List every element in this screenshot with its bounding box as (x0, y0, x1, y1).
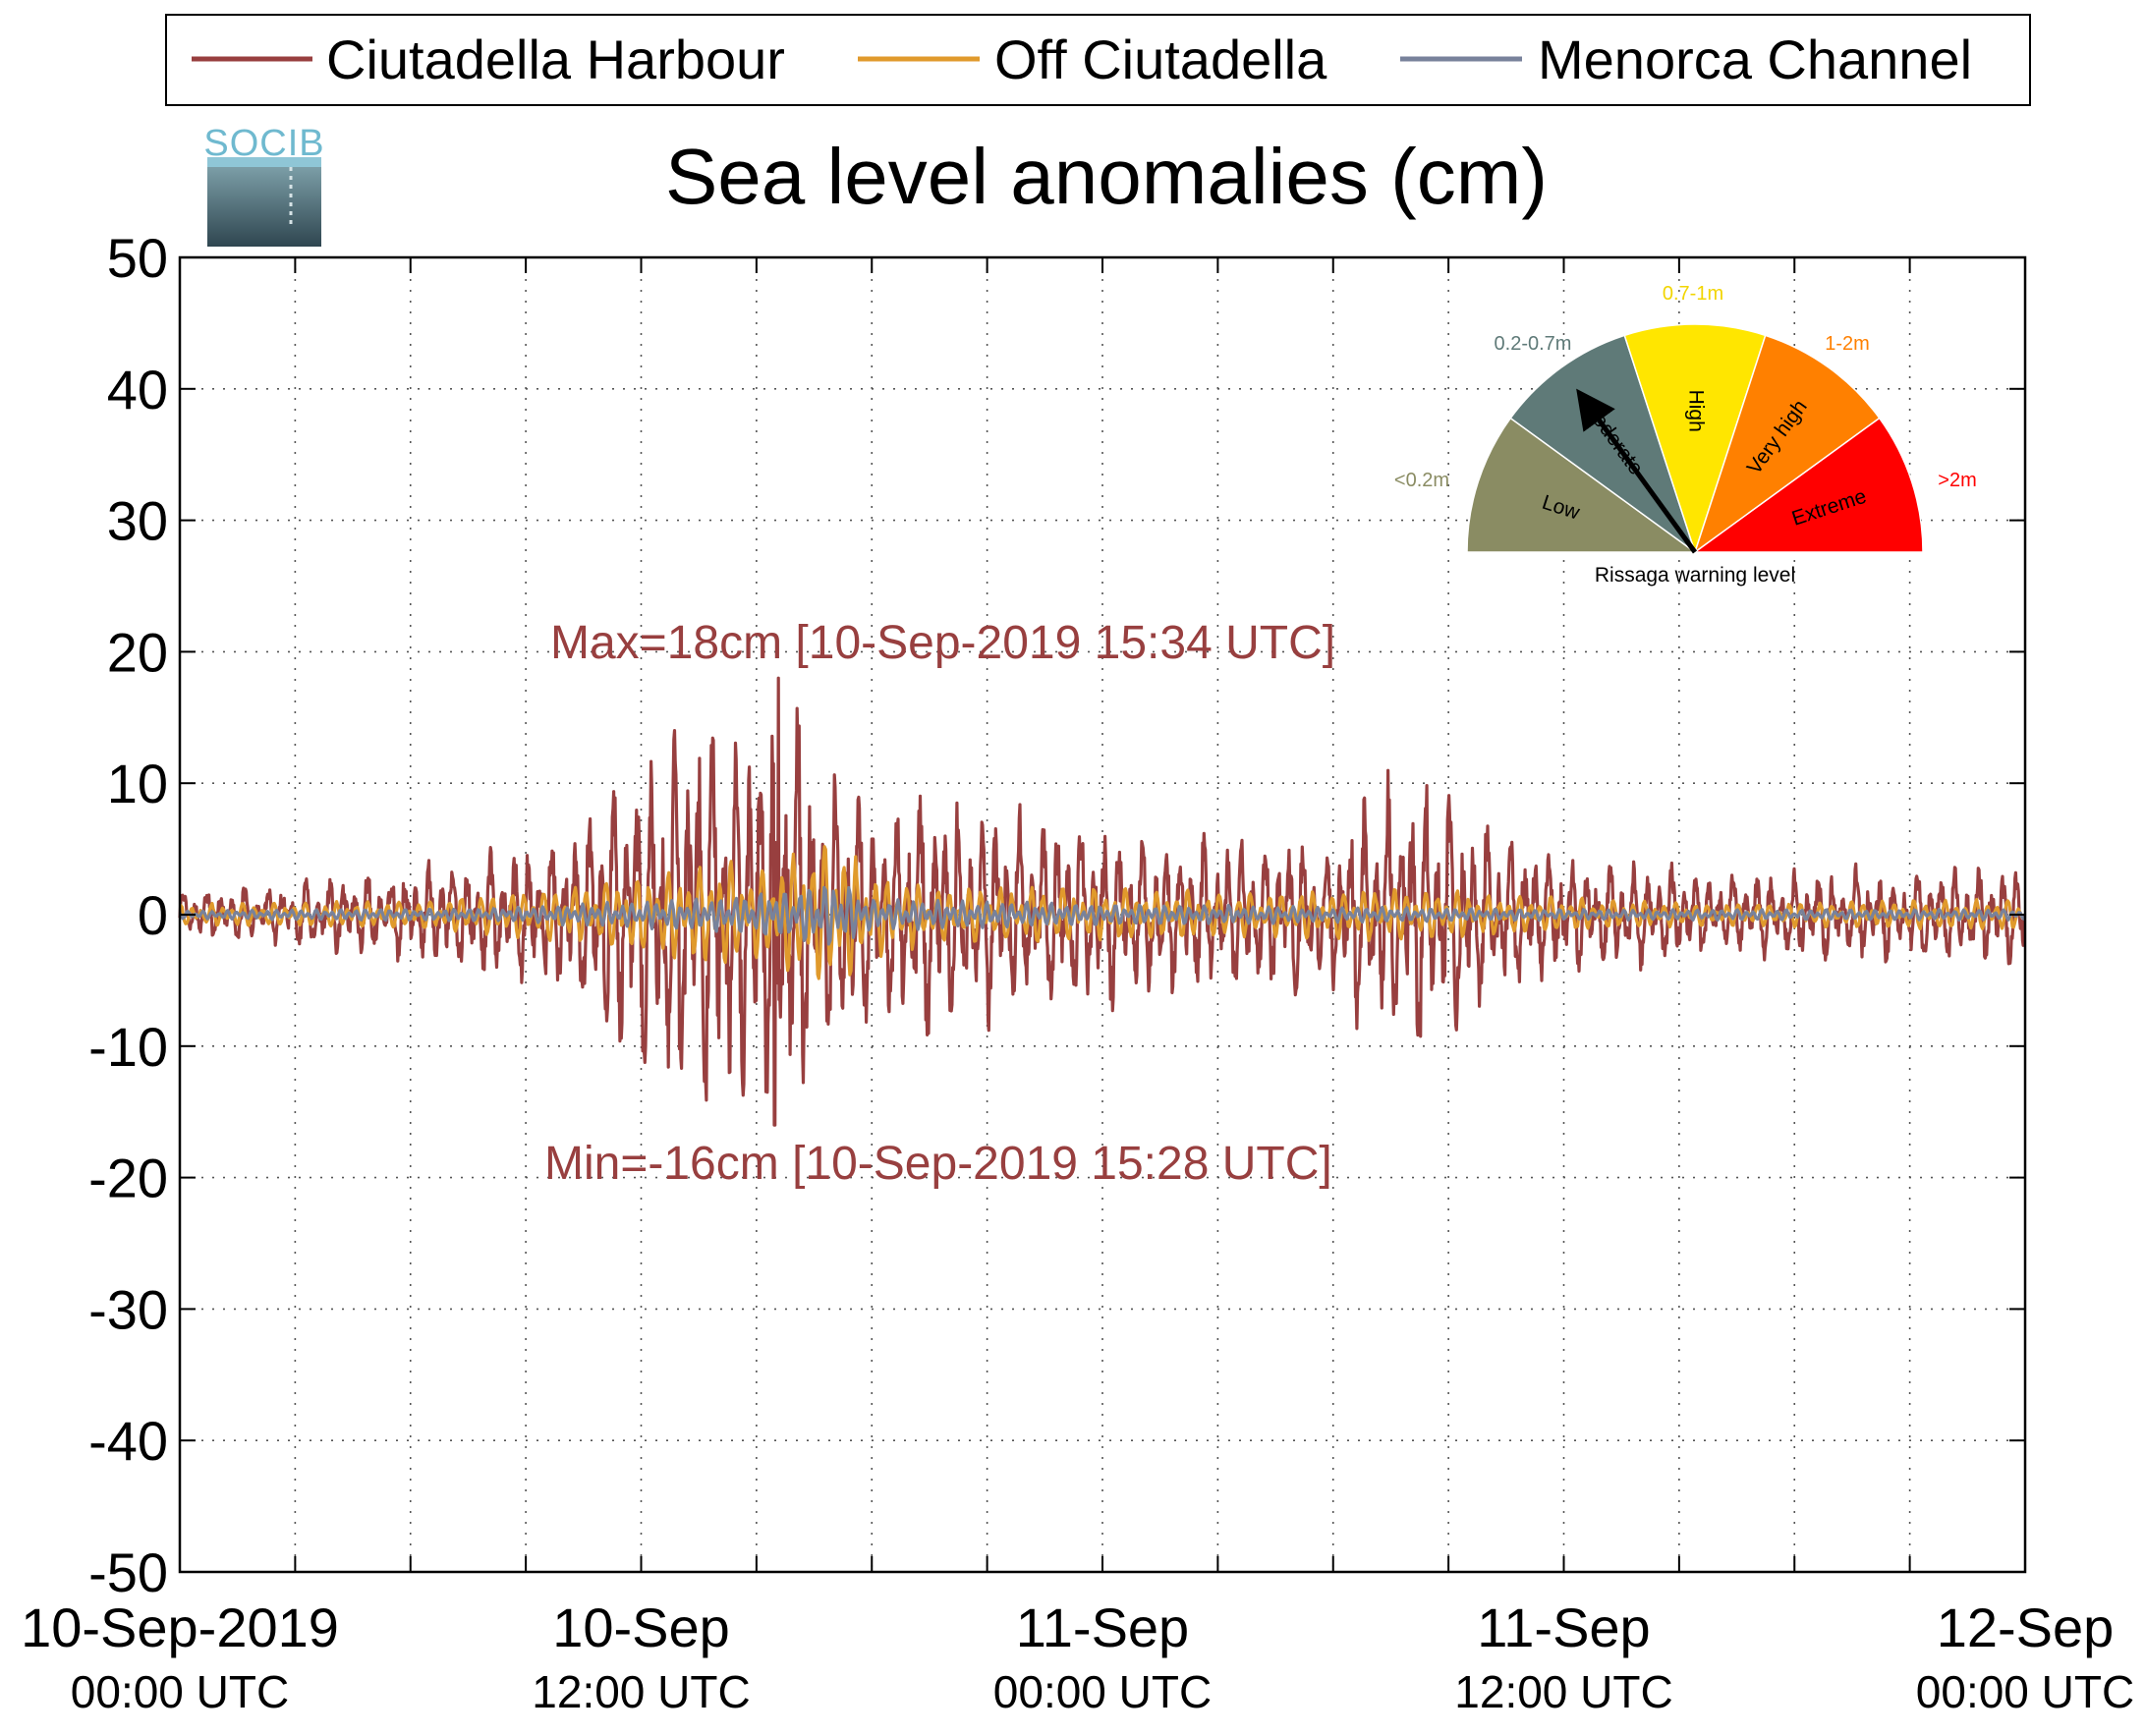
y-tick-label: 20 (107, 621, 168, 683)
gauge-segment-moderate (1509, 334, 1697, 554)
x-tick-label: 10-Sep (552, 1596, 730, 1658)
y-tick-label: -20 (88, 1148, 168, 1209)
gauge-segment-extreme (1692, 417, 1924, 553)
series-layer (178, 676, 2027, 1127)
y-tick-label: 0 (138, 884, 168, 946)
y-tick-label: -40 (88, 1410, 168, 1472)
y-tick-label: 10 (107, 753, 168, 814)
x-tick-sublabel: 12:00 UTC (1454, 1666, 1672, 1717)
y-axis: -50 -40 -30 -20 -10 0 10 20 30 40 50 (88, 227, 168, 1603)
gauge-range-label: 1-2m (1825, 333, 1870, 355)
gauge-title: Rissaga warning level (1595, 564, 1795, 587)
legend: Ciutadella Harbour Off Ciutadella Menorc… (165, 14, 2031, 106)
x-tick-sublabel: 00:00 UTC (71, 1666, 289, 1717)
legend-label-off-ciutadella: Off Ciutadella (994, 28, 1327, 90)
series-line-menorca-channel (178, 885, 2027, 946)
y-tick-label: -30 (88, 1278, 168, 1340)
x-tick-sublabel: 00:00 UTC (1916, 1666, 2134, 1717)
x-axis: 10-Sep-2019 00:00 UTC 10-Sep 12:00 UTC 11-Se… (21, 1596, 2134, 1717)
min-annotation: Min=-16cm [10-Sep-2019 15:28 UTC] (544, 1138, 1332, 1190)
x-tick-sublabel: 12:00 UTC (532, 1666, 750, 1717)
legend-label-menorca-channel: Menorca Channel (1538, 28, 1972, 90)
legend-label-ciutadella-harbour: Ciutadella Harbour (326, 28, 785, 90)
y-tick-label: 40 (107, 359, 168, 420)
gauge-segment-high (1623, 323, 1767, 555)
legend-frame (165, 14, 2031, 106)
socib-logo: SOCIB (203, 123, 324, 247)
series-line-off-ciutadella (178, 845, 2025, 980)
gauge-range-label: >2m (1938, 470, 1976, 491)
gauge-range-label: <0.2m (1394, 470, 1449, 491)
y-tick-label: -50 (88, 1541, 168, 1603)
x-tick-label: 12-Sep (1937, 1596, 2115, 1658)
plot-area (178, 255, 2027, 1574)
tick-marks (180, 256, 2025, 1573)
x-tick-label: 11-Sep (1477, 1596, 1650, 1658)
y-tick-label: 30 (107, 490, 168, 552)
socib-logo-text: SOCIB (203, 123, 324, 164)
socib-logo-band (207, 157, 321, 167)
y-tick-label: 50 (107, 227, 168, 289)
x-tick-label: 11-Sep (1016, 1596, 1189, 1658)
y-tick-label: -10 (88, 1016, 168, 1078)
max-annotation: Max=18cm [10-Sep-2019 15:34 UTC] (550, 617, 1335, 669)
gauge-segment-very-high (1693, 334, 1881, 554)
gauge-needle (1576, 388, 1698, 554)
socib-logo-block (207, 163, 321, 247)
x-tick-sublabel: 00:00 UTC (993, 1666, 1212, 1717)
x-tick-label: 10-Sep-2019 (21, 1596, 339, 1658)
gauge-segment-label: High (1684, 390, 1707, 432)
chart-title: Sea level anomalies (cm) (665, 133, 1548, 220)
gauge-range-label: 0.2-0.7m (1495, 333, 1572, 355)
gauge-segment-low (1466, 417, 1698, 553)
gauge-range-label: 0.7-1m (1663, 283, 1723, 305)
